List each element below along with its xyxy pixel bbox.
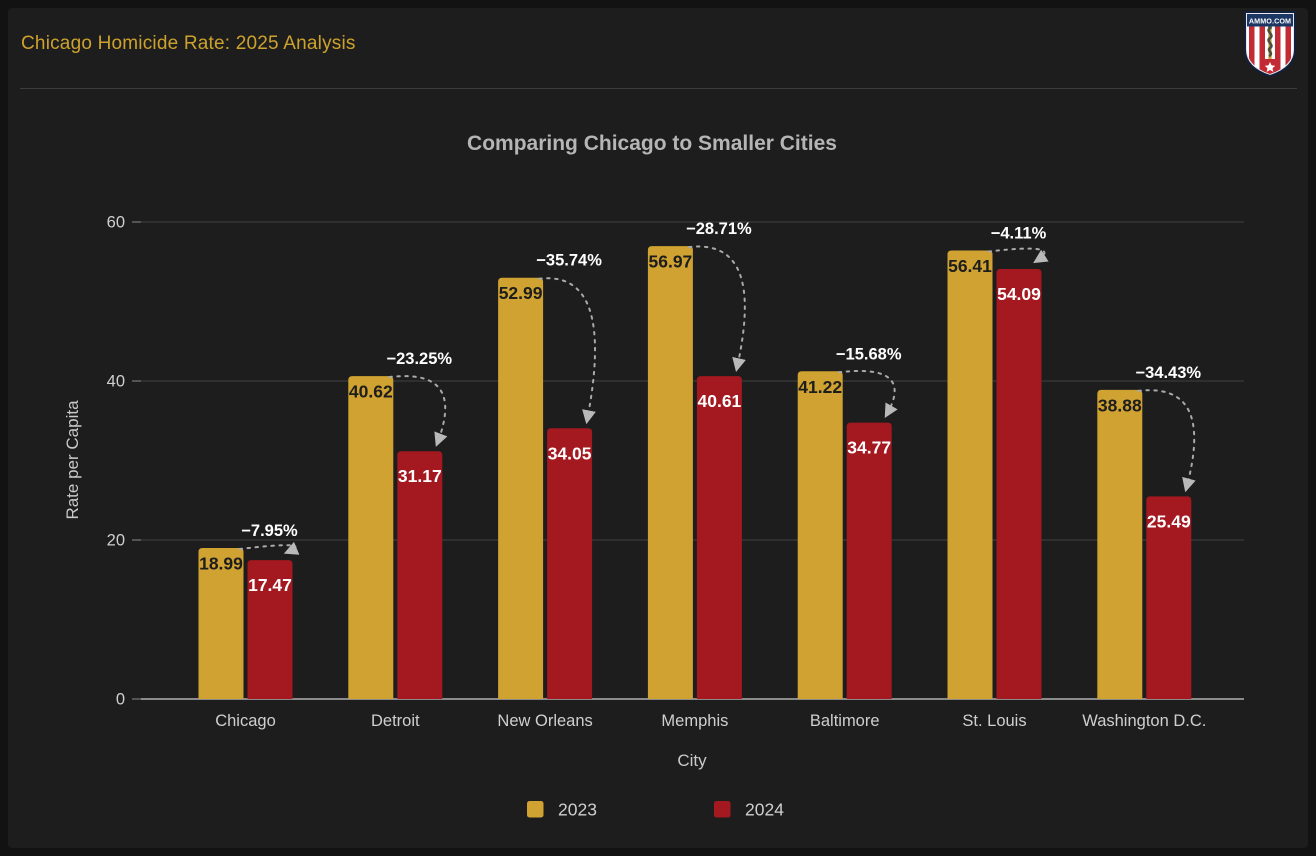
x-tick-label-washington-d-c: Washington D.C. xyxy=(1082,712,1206,730)
stripe xyxy=(1249,26,1255,74)
value-label-2024-washington-d-c: 25.49 xyxy=(1147,511,1191,531)
legend-item-2024[interactable]: 2024 xyxy=(714,800,784,820)
x-tick-label-baltimore: Baltimore xyxy=(810,712,880,730)
stripe xyxy=(1259,26,1265,74)
value-label-2023-new-orleans: 52.99 xyxy=(499,283,543,303)
bar-2023-detroit[interactable] xyxy=(348,376,394,699)
pct-change-label-detroit: −23.25% xyxy=(386,350,452,368)
change-arrow-baltimore xyxy=(837,370,898,419)
change-arrow-new-orleans xyxy=(538,277,597,425)
legend-label-2024: 2024 xyxy=(745,800,784,820)
bar-2024-new-orleans[interactable] xyxy=(547,428,593,699)
header-divider xyxy=(20,88,1297,89)
bar-2024-chicago[interactable] xyxy=(247,560,293,699)
value-label-2024-st-louis: 54.09 xyxy=(997,284,1041,304)
pct-change-label-memphis: −28.71% xyxy=(686,220,752,238)
bar-2024-washington-d-c[interactable] xyxy=(1146,496,1192,699)
chart-title: Comparing Chicago to Smaller Cities xyxy=(467,132,837,155)
logo-banner xyxy=(1247,14,1293,27)
change-arrow-detroit xyxy=(388,375,448,447)
stripe xyxy=(1275,26,1281,74)
value-label-2024-memphis: 40.61 xyxy=(698,391,742,411)
ammo-logo[interactable]: AMMO.COM xyxy=(1242,11,1298,77)
value-label-2023-detroit: 40.62 xyxy=(349,382,393,402)
bar-2024-baltimore[interactable] xyxy=(846,422,892,699)
pct-change-label-st-louis: −4.11% xyxy=(991,225,1047,243)
bar-2024-memphis[interactable] xyxy=(696,376,742,699)
value-label-2023-washington-d-c: 38.88 xyxy=(1098,395,1142,415)
x-tick-label-detroit: Detroit xyxy=(371,712,420,730)
legend-swatch-2024 xyxy=(714,801,731,818)
legend-swatch-2023 xyxy=(527,801,544,818)
x-tick-label-new-orleans: New Orleans xyxy=(497,712,592,730)
logo-text: AMMO.COM xyxy=(1249,16,1291,25)
pct-change-label-chicago: −7.95% xyxy=(241,522,298,540)
bar-2024-st-louis[interactable] xyxy=(996,268,1042,699)
value-label-2023-memphis: 56.97 xyxy=(649,252,693,272)
pct-change-label-washington-d-c: −34.43% xyxy=(1135,364,1201,382)
value-label-2024-baltimore: 34.77 xyxy=(847,438,891,458)
snake-icon xyxy=(1267,26,1273,57)
x-tick-label-st-louis: St. Louis xyxy=(962,712,1026,730)
value-label-2023-st-louis: 56.41 xyxy=(948,256,992,276)
bar-2023-memphis[interactable] xyxy=(647,246,693,699)
y-tick-label-20: 20 xyxy=(107,532,125,550)
value-label-2024-chicago: 17.47 xyxy=(248,575,292,595)
value-label-2023-baltimore: 41.22 xyxy=(798,377,842,397)
x-axis-title: City xyxy=(677,751,707,770)
bar-2023-chicago[interactable] xyxy=(198,548,244,699)
pct-change-label-new-orleans: −35.74% xyxy=(536,252,602,270)
change-arrow-st-louis xyxy=(987,247,1049,264)
bar-2023-st-louis[interactable] xyxy=(947,250,993,699)
stripe xyxy=(1285,26,1291,74)
page-title: Chicago Homicide Rate: 2025 Analysis xyxy=(21,33,356,54)
y-tick-label-0: 0 xyxy=(116,691,125,709)
bar-2024-detroit[interactable] xyxy=(397,451,443,699)
bar-2023-washington-d-c[interactable] xyxy=(1097,389,1143,699)
y-tick-label-40: 40 xyxy=(107,373,125,391)
change-arrow-chicago xyxy=(238,541,300,555)
legend-item-2023[interactable]: 2023 xyxy=(527,800,597,820)
x-tick-label-chicago: Chicago xyxy=(215,712,276,730)
legend-label-2023: 2023 xyxy=(558,800,597,820)
change-arrow-washington-d-c xyxy=(1137,389,1196,493)
x-tick-label-memphis: Memphis xyxy=(661,712,728,730)
bar-2023-new-orleans[interactable] xyxy=(498,277,544,699)
change-arrow-memphis xyxy=(687,245,746,373)
pct-change-label-baltimore: −15.68% xyxy=(836,345,902,363)
snake-head xyxy=(1268,25,1272,30)
y-tick-label-60: 60 xyxy=(107,214,125,232)
value-label-2024-new-orleans: 34.05 xyxy=(548,443,592,463)
bar-2023-baltimore[interactable] xyxy=(797,371,843,699)
star-icon xyxy=(1264,62,1276,72)
value-label-2023-chicago: 18.99 xyxy=(199,554,243,574)
value-label-2024-detroit: 31.17 xyxy=(398,466,442,486)
y-axis-title: Rate per Capita xyxy=(63,400,82,520)
